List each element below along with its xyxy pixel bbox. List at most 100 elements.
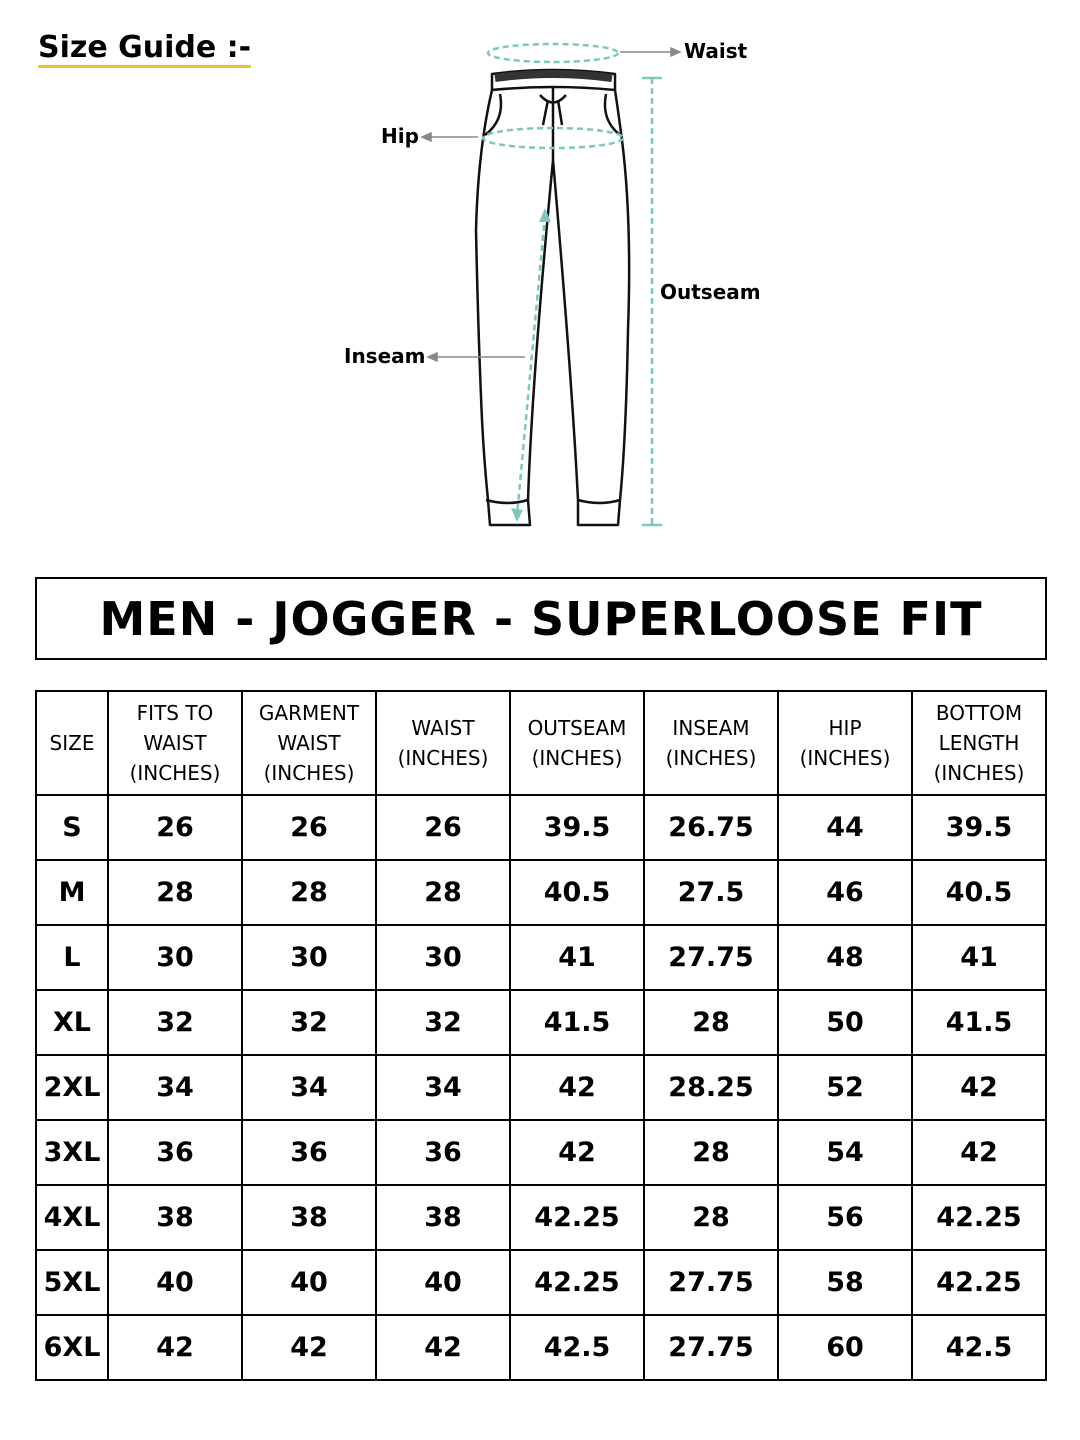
measure-cell: 42.25 [911,1184,1047,1251]
measure-cell: 28 [643,989,779,1056]
measure-cell: 39.5 [509,794,645,861]
measure-cell: 36 [241,1119,377,1186]
measure-cell: 28 [643,1119,779,1186]
measure-cell: 40 [375,1249,511,1316]
measure-cell: 26.75 [643,794,779,861]
measure-cell: 26 [107,794,243,861]
header-cell: WAIST (INCHES) [375,690,511,796]
size-cell: L [35,924,109,991]
measure-cell: 58 [777,1249,913,1316]
header-line: WAIST [277,731,341,755]
header-line: GARMENT [258,701,360,725]
measure-cell: 36 [375,1119,511,1186]
measure-cell: 26 [375,794,511,861]
measure-cell: 42.25 [509,1249,645,1316]
guide-title-text: Size Guide :- [38,30,252,68]
header-line: BOTTOM [935,701,1023,725]
size-cell: XL [35,989,109,1056]
measure-cell: 42 [509,1054,645,1121]
measure-cell: 28 [241,859,377,926]
header-line: OUTSEAM [527,716,627,740]
measure-cell: 40 [241,1249,377,1316]
measure-cell: 54 [777,1119,913,1186]
measure-cell: 34 [107,1054,243,1121]
measure-cell: 42.5 [509,1314,645,1381]
measure-cell: 42 [107,1314,243,1381]
measure-cell: 56 [777,1184,913,1251]
table-title: MEN - JOGGER - SUPERLOOSE FIT [35,577,1047,660]
measure-cell: 52 [777,1054,913,1121]
size-cell: 3XL [35,1119,109,1186]
size-row: S 26 26 26 39.5 26.75 44 39.5 [35,794,1047,861]
header-line: (INCHES) [129,761,221,785]
measure-cell: 42.25 [911,1249,1047,1316]
header-line: LENGTH [938,731,1020,755]
measure-cell: 28 [643,1184,779,1251]
inseam-label: Inseam [344,344,426,368]
hip-label: Hip [381,124,419,148]
measure-cell: 27.75 [643,924,779,991]
measure-cell: 39.5 [911,794,1047,861]
measure-cell: 32 [375,989,511,1056]
size-row: XL 32 32 32 41.5 28 50 41.5 [35,989,1047,1056]
measure-cell: 32 [107,989,243,1056]
measure-cell: 60 [777,1314,913,1381]
measure-cell: 42.25 [509,1184,645,1251]
header-line: INSEAM [672,716,750,740]
waist-label: Waist [684,39,748,63]
measure-cell: 48 [777,924,913,991]
size-cell: 6XL [35,1314,109,1381]
header-cell: SIZE [35,690,109,796]
header-line: (INCHES) [665,746,757,770]
measure-cell: 41.5 [509,989,645,1056]
size-cell: S [35,794,109,861]
size-cell: 4XL [35,1184,109,1251]
measure-cell: 42.5 [911,1314,1047,1381]
measure-cell: 30 [107,924,243,991]
header-cell: INSEAM (INCHES) [643,690,779,796]
measure-cell: 30 [375,924,511,991]
measure-cell: 27.5 [643,859,779,926]
size-row: L 30 30 30 41 27.75 48 41 [35,924,1047,991]
header-line: (INCHES) [531,746,623,770]
measure-cell: 28 [375,859,511,926]
measure-cell: 40.5 [509,859,645,926]
header-line: (INCHES) [263,761,355,785]
measure-cell: 27.75 [643,1314,779,1381]
size-row: 3XL 36 36 36 42 28 54 42 [35,1119,1047,1186]
guide-title: Size Guide :- [38,30,252,68]
header-cell: OUTSEAM (INCHES) [509,690,645,796]
size-cell: M [35,859,109,926]
measure-cell: 36 [107,1119,243,1186]
header-cell: GARMENT WAIST (INCHES) [241,690,377,796]
size-row: M 28 28 28 40.5 27.5 46 40.5 [35,859,1047,926]
measure-cell: 32 [241,989,377,1056]
header-cell: FITS TO WAIST (INCHES) [107,690,243,796]
header-line: (INCHES) [933,761,1025,785]
measure-cell: 38 [107,1184,243,1251]
measure-cell: 30 [241,924,377,991]
measure-cell: 41 [509,924,645,991]
header-line: WAIST [411,716,475,740]
measure-cell: 42 [375,1314,511,1381]
size-cell: 2XL [35,1054,109,1121]
measure-cell: 40 [107,1249,243,1316]
measure-cell: 26 [241,794,377,861]
size-row: 5XL 40 40 40 42.25 27.75 58 42.25 [35,1249,1047,1316]
measure-cell: 34 [241,1054,377,1121]
measure-cell: 40.5 [911,859,1047,926]
size-row: 2XL 34 34 34 42 28.25 52 42 [35,1054,1047,1121]
measure-cell: 42 [911,1119,1047,1186]
measure-cell: 42 [911,1054,1047,1121]
measure-cell: 34 [375,1054,511,1121]
header-line: HIP [828,716,862,740]
measure-cell: 38 [375,1184,511,1251]
outseam-label: Outseam [660,280,761,304]
header-cell: BOTTOM LENGTH (INCHES) [911,690,1047,796]
header-cell: HIP (INCHES) [777,690,913,796]
header-line: WAIST [143,731,207,755]
size-cell: 5XL [35,1249,109,1316]
measure-cell: 46 [777,859,913,926]
measure-cell: 42 [241,1314,377,1381]
